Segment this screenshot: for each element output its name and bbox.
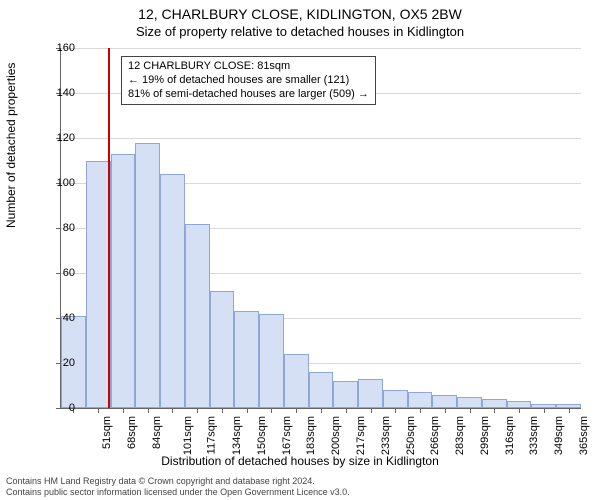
histogram-bar [333,381,358,408]
xtick-label: 266sqm [429,416,441,455]
annotation-box: 12 CHARLBURY CLOSE: 81sqm ← 19% of detac… [121,56,376,105]
xtick-mark [247,408,248,413]
chart-title: 12, CHARLBURY CLOSE, KIDLINGTON, OX5 2BW [0,0,600,22]
plot-area: 12 CHARLBURY CLOSE: 81sqm ← 19% of detac… [60,48,581,409]
xtick-mark [321,408,322,413]
histogram-bar [111,154,136,408]
xtick-mark [172,408,173,413]
caption-line1: Contains HM Land Registry data © Crown c… [6,476,350,487]
x-axis-label: Distribution of detached houses by size … [0,454,600,468]
histogram-bar [482,399,507,408]
y-axis-label: Number of detached properties [4,63,18,228]
histogram-bar [309,372,334,408]
xtick-mark [346,408,347,413]
xtick-mark [271,408,272,413]
xtick-label: 349sqm [553,416,565,455]
xtick-mark [197,408,198,413]
xtick-label: 51sqm [101,416,113,449]
chart-subtitle: Size of property relative to detached ho… [0,22,600,39]
xtick-label: 84sqm [151,416,163,449]
xtick-mark [371,408,372,413]
caption: Contains HM Land Registry data © Crown c… [6,476,350,498]
histogram-bar [507,401,532,408]
ytick-label: 160 [45,42,75,54]
xtick-mark [296,408,297,413]
ytick-label: 0 [45,402,75,414]
xtick-mark [222,408,223,413]
annotation-line1: 12 CHARLBURY CLOSE: 81sqm [128,60,369,74]
ytick-label: 140 [45,87,75,99]
histogram-bar [86,161,111,409]
ytick-label: 20 [45,357,75,369]
xtick-label: 134sqm [231,416,243,455]
histogram-bar [432,395,457,409]
xtick-label: 299sqm [479,416,491,455]
xtick-label: 68sqm [126,416,138,449]
xtick-label: 250sqm [405,416,417,455]
histogram-bar [259,314,284,409]
xtick-label: 101sqm [182,416,194,455]
xtick-mark [445,408,446,413]
histogram-bar [135,143,160,409]
xtick-mark [569,408,570,413]
xtick-mark [123,408,124,413]
xtick-label: 167sqm [281,416,293,455]
xtick-mark [519,408,520,413]
xtick-mark [470,408,471,413]
xtick-mark [420,408,421,413]
xtick-mark [98,408,99,413]
xtick-mark [494,408,495,413]
histogram-bar [234,311,259,408]
xtick-mark [544,408,545,413]
xtick-label: 333sqm [528,416,540,455]
chart-container: 12, CHARLBURY CLOSE, KIDLINGTON, OX5 2BW… [0,0,600,500]
ytick-label: 120 [45,132,75,144]
histogram-bar [284,354,309,408]
histogram-bar [185,224,210,409]
histogram-bar [408,392,433,408]
xtick-label: 316sqm [504,416,516,455]
grid-line [61,138,581,139]
ytick-label: 100 [45,177,75,189]
xtick-label: 217sqm [355,416,367,455]
xtick-label: 117sqm [206,416,218,454]
ytick-label: 60 [45,267,75,279]
caption-line2: Contains public sector information licen… [6,487,350,498]
xtick-label: 150sqm [256,416,268,455]
annotation-line3: 81% of semi-detached houses are larger (… [128,88,369,102]
histogram-bar [457,397,482,408]
histogram-bar [210,291,235,408]
histogram-bar [383,390,408,408]
histogram-bar [358,379,383,408]
xtick-mark [148,408,149,413]
xtick-label: 183sqm [306,416,318,455]
histogram-bar [160,174,185,408]
xtick-label: 233sqm [380,416,392,455]
xtick-label: 200sqm [330,416,342,455]
ytick-label: 40 [45,312,75,324]
reference-line [108,48,110,408]
xtick-mark [395,408,396,413]
grid-line [61,48,581,49]
xtick-label: 283sqm [454,416,466,455]
xtick-label: 365sqm [578,416,590,455]
ytick-label: 80 [45,222,75,234]
annotation-line2: ← 19% of detached houses are smaller (12… [128,74,369,88]
